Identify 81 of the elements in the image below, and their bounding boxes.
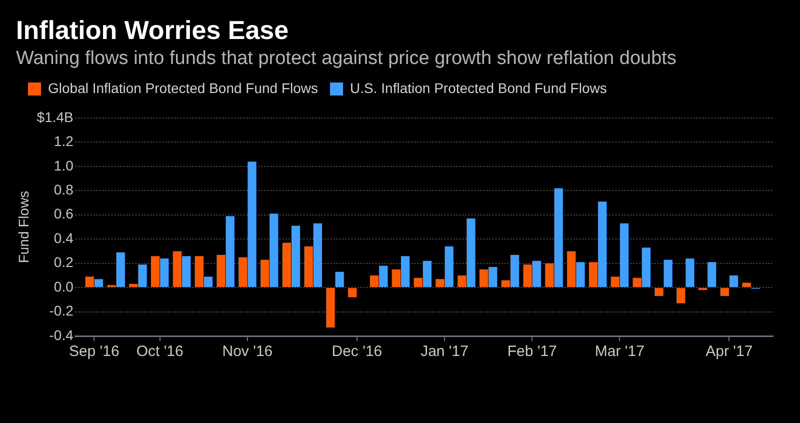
bar <box>466 218 476 288</box>
y-tick-label: 0.6 <box>54 206 74 222</box>
bar <box>172 251 182 288</box>
y-tick-label: 0.0 <box>54 278 74 294</box>
chart-title: Inflation Worries Ease <box>16 14 289 45</box>
bar <box>282 242 292 288</box>
bar <box>532 260 541 288</box>
x-tick-label: Mar '17 <box>594 343 644 360</box>
bar <box>400 256 410 288</box>
y-axis-title: Fund Flows <box>15 190 32 264</box>
x-tick-label: Jan '17 <box>420 343 468 360</box>
bar <box>488 266 498 288</box>
bar <box>335 272 344 288</box>
bar <box>226 216 234 288</box>
bar <box>620 223 629 288</box>
bar <box>598 202 607 288</box>
bar <box>238 257 248 288</box>
chart-subtitle: Waning flows into funds that protect against price growth show reflation doubts <box>16 48 676 69</box>
bar <box>588 262 598 288</box>
y-tick-label: 0.2 <box>54 254 74 270</box>
bar <box>182 256 191 288</box>
y-tick-label: -0.2 <box>49 302 74 319</box>
bar <box>720 288 729 296</box>
bar <box>444 246 454 288</box>
bar <box>348 288 357 298</box>
x-tick-label: Feb '17 <box>507 343 557 360</box>
y-tick-label: -0.4 <box>49 326 74 343</box>
bar <box>304 246 313 288</box>
x-tick-label: Oct '16 <box>136 343 184 360</box>
bar <box>545 263 554 288</box>
bar <box>370 275 379 288</box>
bar <box>138 264 147 288</box>
bar <box>567 251 576 288</box>
x-tick-label: Sep '16 <box>68 343 120 360</box>
y-tick-label: 0.8 <box>54 182 74 198</box>
bar <box>160 258 169 288</box>
bar <box>576 262 585 288</box>
x-tick-label: Dec '16 <box>332 343 382 360</box>
bar <box>479 269 488 288</box>
bar <box>632 278 642 288</box>
bar <box>248 162 256 288</box>
y-tick-label: 0.4 <box>54 230 74 246</box>
bar <box>116 252 125 288</box>
bar <box>326 288 335 328</box>
y-tick-label: 1.0 <box>54 157 74 174</box>
y-tick-label: $1.4B <box>36 108 74 125</box>
bar <box>260 260 270 288</box>
bar <box>392 269 401 288</box>
bar <box>654 288 664 296</box>
bar <box>610 276 620 288</box>
bar <box>742 282 751 288</box>
bar <box>94 279 104 288</box>
bar <box>216 254 226 288</box>
bar <box>129 284 138 288</box>
bar <box>510 254 520 288</box>
bar <box>664 260 672 288</box>
bar <box>554 188 563 288</box>
y-tick-label: 1.2 <box>54 133 74 150</box>
bar <box>458 275 466 288</box>
bar <box>729 275 738 288</box>
bar <box>291 226 300 288</box>
bar <box>85 276 94 288</box>
bar <box>270 214 278 288</box>
bar <box>676 288 686 304</box>
bar <box>708 262 716 288</box>
x-tick-label: Nov '16 <box>222 343 273 360</box>
legend-label: Global Inflation Protected Bond Fund Flows <box>48 80 318 96</box>
bar <box>501 280 510 288</box>
bar <box>642 248 650 288</box>
bar <box>150 256 160 288</box>
bar <box>194 256 204 288</box>
bar <box>523 264 532 288</box>
bar <box>436 279 444 288</box>
bar <box>686 258 694 288</box>
bar <box>414 278 422 288</box>
bar <box>204 276 213 288</box>
bar <box>313 223 322 288</box>
bar <box>422 260 432 288</box>
x-tick-label: Apr '17 <box>706 343 753 360</box>
legend-label: U.S. Inflation Protected Bond Fund Flows <box>350 80 607 96</box>
bar <box>379 266 388 288</box>
